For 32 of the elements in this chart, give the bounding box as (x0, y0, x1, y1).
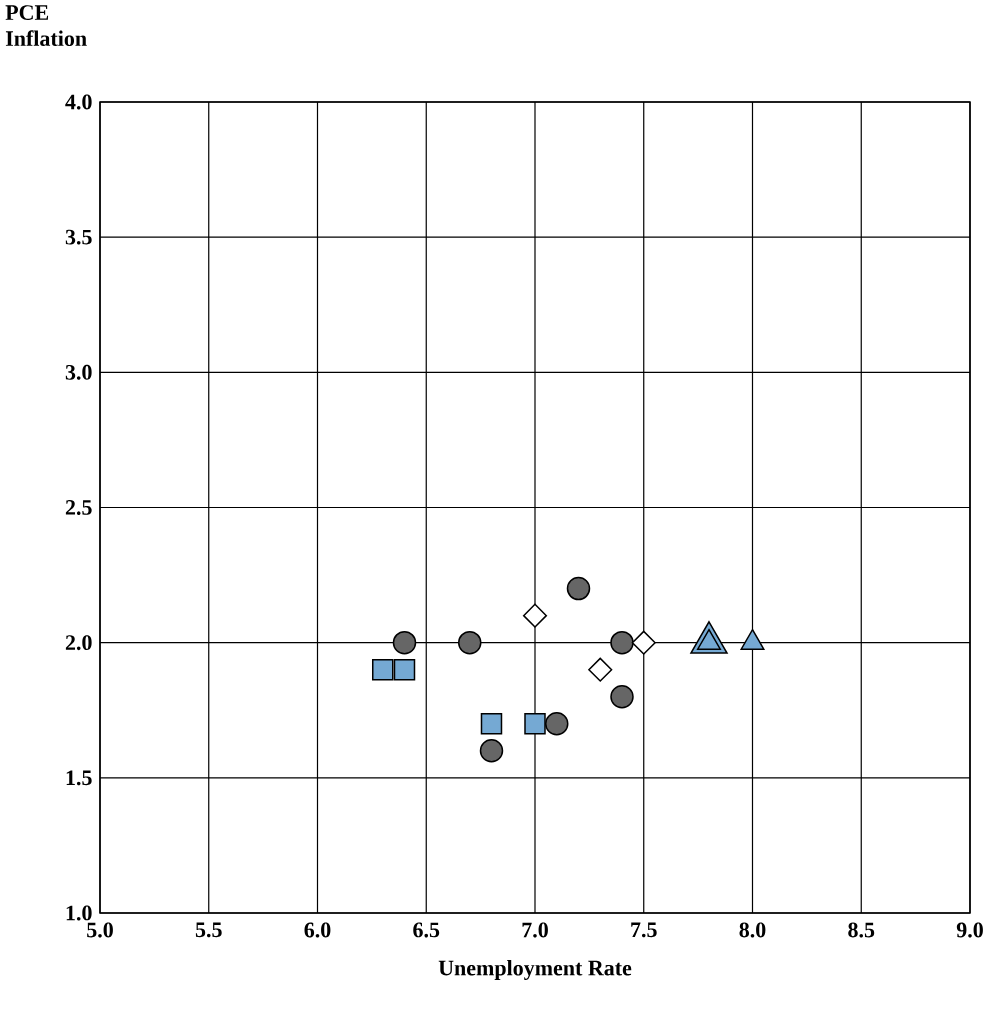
x-tick-label: 5.0 (87, 922, 113, 938)
y-tick-label: 2.0 (65, 635, 92, 651)
point (610, 630, 634, 655)
y-tick-label: 3.0 (65, 364, 92, 380)
point (631, 630, 656, 655)
point (566, 576, 591, 601)
point (480, 713, 503, 735)
point (545, 712, 569, 736)
point (610, 684, 634, 709)
point (372, 658, 394, 681)
point (479, 739, 504, 763)
y-tick-label: 2.5 (65, 500, 92, 515)
x-axis-title: Unemployment Rate (438, 959, 632, 980)
point (588, 657, 613, 682)
x-tick-label: 8.0 (739, 922, 766, 938)
x-tick-label: 6.5 (413, 922, 440, 938)
x-tick-label: 6.0 (304, 922, 331, 938)
y-tick-label: 1.5 (66, 770, 92, 786)
point (458, 630, 482, 655)
y-axis-title: PCE Inflation (5, 5, 87, 46)
point (393, 658, 416, 681)
point (522, 603, 548, 628)
y-tick-label: 3.5 (65, 229, 92, 245)
x-tick-label: 8.5 (848, 922, 875, 938)
x-tick-label: 7.5 (631, 922, 657, 938)
x-tick-label: 9.0 (956, 922, 983, 938)
point (392, 630, 417, 655)
y-tick-label: 4.0 (65, 94, 92, 110)
point (524, 713, 546, 735)
x-tick-label: 5.5 (195, 922, 222, 938)
y-tick-label: 1.0 (66, 905, 92, 921)
x-tick-label: 7.0 (522, 922, 548, 938)
